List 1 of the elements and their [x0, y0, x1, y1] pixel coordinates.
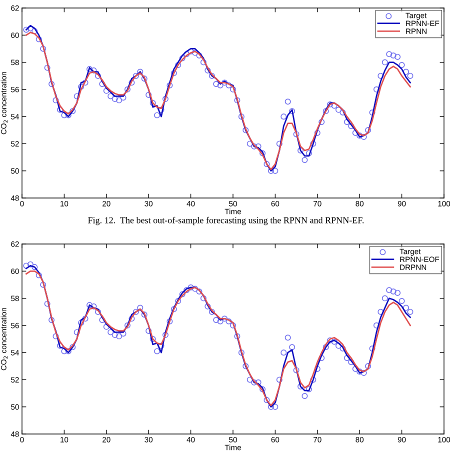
caption: Fig. 12. The best out-of-sample forecasting using the RPNN and RPNN-EF. [88, 216, 364, 226]
